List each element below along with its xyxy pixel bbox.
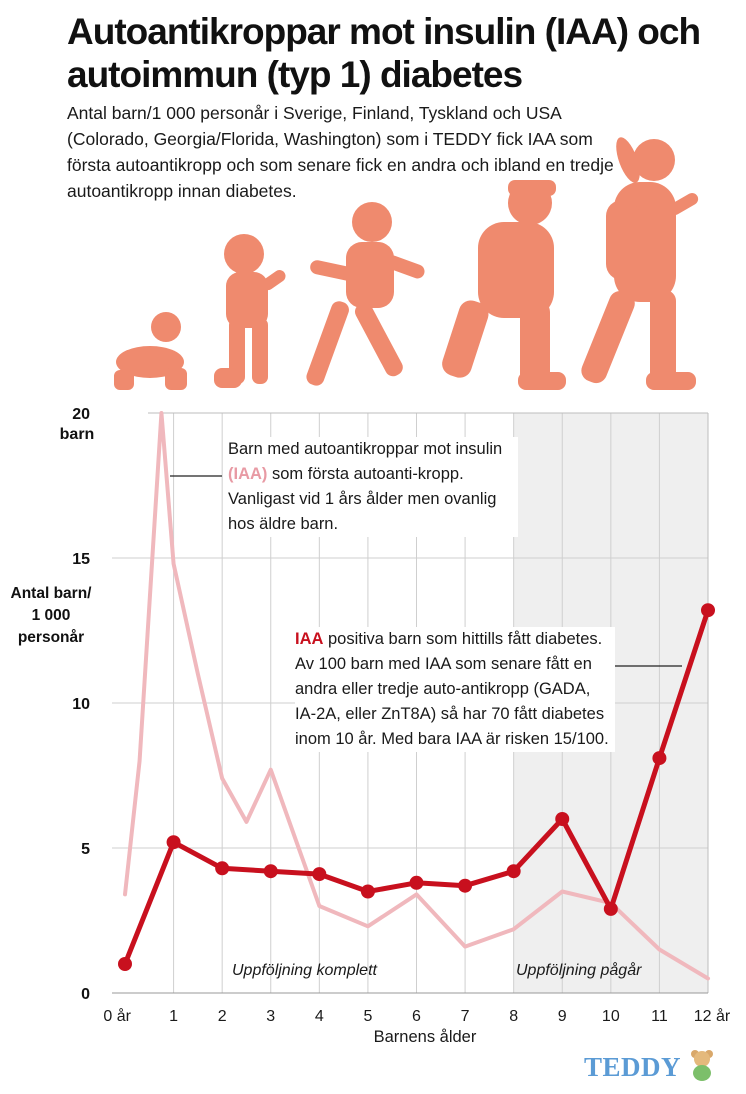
silhouettes (114, 137, 699, 390)
teddy-logo: TEDDY (584, 1052, 682, 1082)
series-iaa-diabetes-point (360, 884, 375, 899)
y-tick-labels: 0 5 10 15 20 (72, 406, 90, 1003)
series-iaa-first-line (123, 411, 710, 981)
series-iaa-diabetes-point (701, 603, 715, 618)
x-tick-label: 1 (169, 1008, 178, 1025)
x-tick-label: 11 (651, 1008, 668, 1025)
series-iaa-diabetes-point (506, 864, 521, 879)
x-tick-label: 2 (218, 1008, 227, 1025)
x-tick-label: 9 (558, 1008, 567, 1025)
x-tick-label: 12 år (694, 1007, 731, 1025)
chart-subtitle: Antal barn/1 000 personår i Sverige, Fin… (67, 103, 614, 201)
followup-ongoing-label: Uppföljning pågår (516, 962, 642, 979)
annotation-iaa-diabetes-post: positiva barn som hittills fått diabetes… (295, 630, 609, 748)
y-tick-label: 5 (81, 841, 90, 858)
y-tick-label: 15 (72, 551, 90, 568)
annotation-iaa-first-pre: Barn med autoantikroppar mot insulin (228, 440, 503, 458)
y-tick-label: 0 (81, 986, 90, 1003)
x-tick-label: 7 (461, 1008, 470, 1025)
x-tick-label: 8 (509, 1008, 518, 1025)
teddy-bear-icon (691, 1050, 713, 1081)
annotation-iaa-diabetes: IAA positiva barn som hittills fått diab… (295, 627, 615, 752)
x-tick-labels: 0 år 1 2 3 4 5 6 7 8 9 10 11 12 år (103, 1007, 730, 1025)
toddler-icon (214, 234, 286, 388)
series-iaa-diabetes-point (555, 812, 570, 826)
baby-crawling-icon (114, 312, 187, 390)
annotation-iaa-first-post: som första autoanti-kropp. Vanligast vid… (228, 465, 497, 533)
annotation-iaa-first: Barn med autoantikroppar mot insulin (IA… (228, 437, 518, 537)
girl-ponytail-icon (581, 137, 699, 390)
x-tick-label: 6 (412, 1008, 421, 1025)
x-tick-label: 0 år (103, 1007, 131, 1025)
series-iaa-diabetes-point (458, 878, 473, 893)
x-tick-label: 5 (363, 1008, 372, 1025)
series-iaa-diabetes-point (312, 867, 327, 882)
child-cap-walking-icon (442, 180, 566, 390)
series-iaa-first (123, 411, 710, 981)
x-axis-label: Barnens ålder (373, 1028, 477, 1046)
y-axis-label: Antal barn/ 1 000 personår (10, 585, 92, 646)
series-iaa-diabetes-point (263, 864, 278, 879)
series-iaa-diabetes-point (652, 751, 667, 766)
y-top-unit-label: barn (60, 426, 95, 443)
page-title: Autoantikroppar mot insulin (IAA) och au… (67, 11, 701, 95)
child-running-icon (306, 202, 425, 386)
y-tick-label: 20 (72, 406, 90, 423)
x-tick-label: 4 (315, 1008, 324, 1025)
followup-complete-label: Uppföljning komplett (232, 962, 377, 979)
series-iaa-diabetes-point (118, 957, 132, 971)
y-tick-label: 10 (72, 696, 90, 713)
series-iaa-diabetes (118, 603, 715, 971)
annotation-iaa-first-highlight: (IAA) (228, 465, 268, 483)
series-iaa-diabetes-point (409, 875, 424, 890)
series-iaa-diabetes-point (166, 835, 181, 850)
series-iaa-diabetes-point (215, 861, 230, 876)
x-tick-label: 3 (266, 1008, 275, 1025)
series-iaa-diabetes-point (603, 901, 618, 916)
x-tick-label: 10 (602, 1008, 620, 1025)
annotation-iaa-diabetes-highlight: IAA (295, 630, 324, 648)
